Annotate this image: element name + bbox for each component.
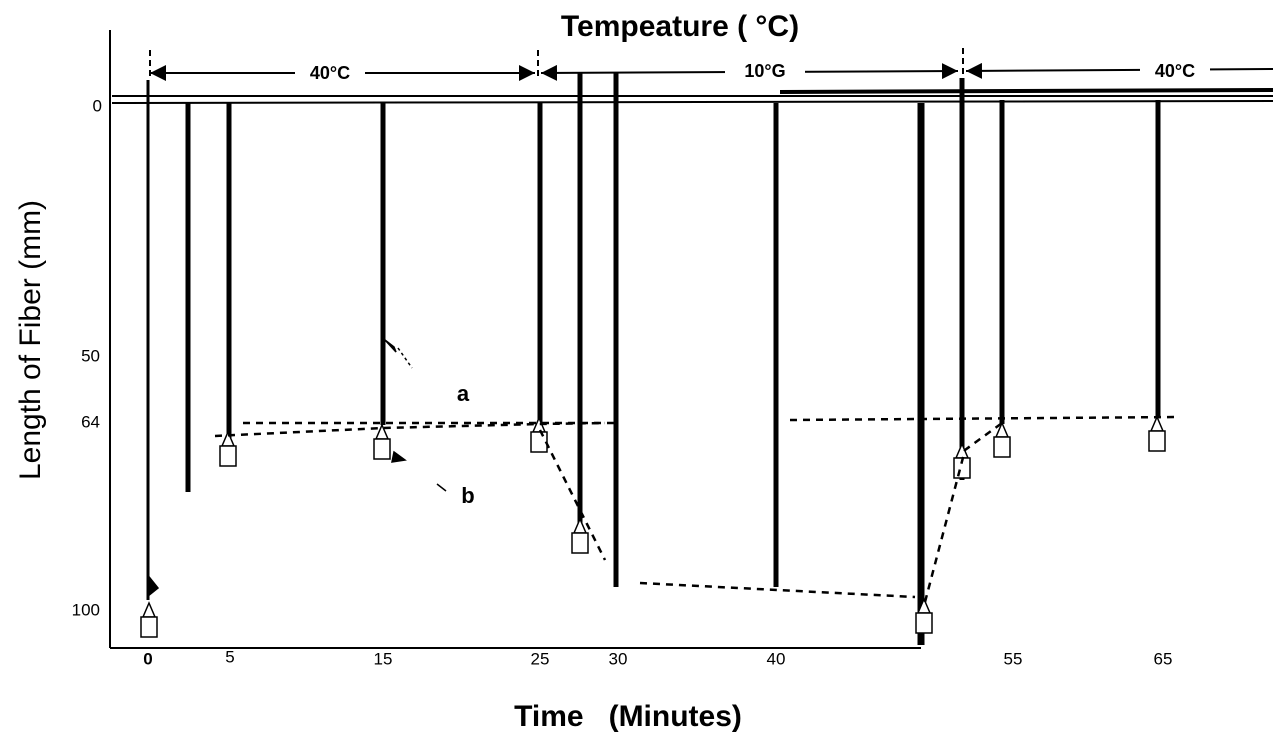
annotation: a [457,381,470,406]
x-axis-label: Time (Minutes) [514,700,742,733]
axes [109,30,1273,649]
trend-lines [214,415,1181,603]
pointers [147,339,447,598]
title: Tempeature ( °C) [561,10,799,43]
temperature-label: 10°G [744,61,785,81]
y-tick-label: 0 [93,96,102,115]
temperature-label: 40°C [1155,61,1195,81]
x-tick-label: 15 [374,649,393,668]
x-tick-label: 65 [1154,649,1173,668]
x-tick-label: 0 [143,649,152,668]
x-tick-label: 30 [609,649,628,668]
annotation: b [461,483,474,508]
x-tick-label: 5 [225,647,234,666]
y-axis-label: Length of Fiber (mm) [14,200,47,480]
x-tick-label: 55 [1004,649,1023,668]
fibers [146,72,1161,645]
y-tick-label: 100 [72,600,100,619]
y-tick-label: 64 [81,412,100,431]
temperature-label: 40°C [310,63,350,83]
x-tick-label: 40 [767,649,786,668]
y-tick-label: 50 [81,346,100,365]
weights [140,416,1166,638]
x-tick-label: 25 [531,649,550,668]
